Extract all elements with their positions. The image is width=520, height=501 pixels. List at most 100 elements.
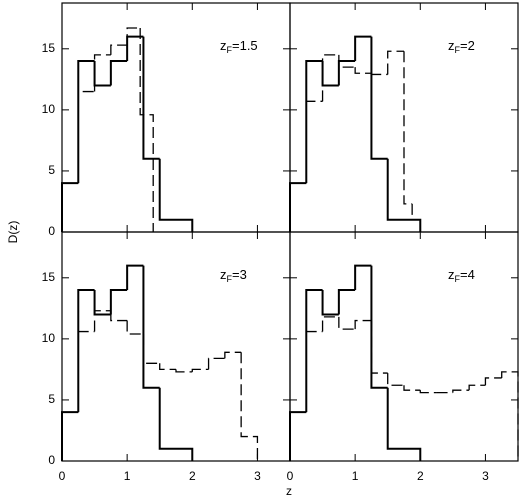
histogram-step [159, 363, 176, 371]
histogram-step [370, 73, 388, 76]
histogram-step [419, 390, 437, 394]
histogram-step [158, 387, 176, 450]
histogram-step [191, 368, 209, 372]
y-tick-label: 15 [42, 41, 56, 55]
x-tick-label: 1 [124, 469, 131, 483]
annotation-part: z [448, 38, 455, 53]
annotation-part: =2 [460, 38, 475, 53]
histogram-step [484, 377, 502, 386]
annotation-part: F [455, 274, 461, 284]
x-tick-label: 3 [254, 469, 261, 483]
histogram-step [77, 330, 95, 413]
y-tick-label: 15 [42, 270, 56, 284]
y-tick-label: 0 [48, 453, 55, 467]
annotation-part: z [220, 267, 227, 282]
panel-frame [289, 231, 519, 462]
y-axis-label: D(z) [6, 221, 20, 244]
histogram-step [289, 411, 307, 461]
y-tick-label: 10 [42, 331, 56, 345]
histogram-step [175, 369, 193, 373]
histogram-step [338, 316, 356, 330]
histogram-step [61, 411, 79, 461]
histogram-step [77, 60, 95, 184]
histogram-step [139, 28, 154, 232]
annotation-part: =3 [232, 267, 247, 282]
histogram-step [354, 264, 372, 291]
histogram-step [386, 387, 404, 450]
annotation-part: =4 [460, 267, 475, 282]
histogram-step [93, 61, 111, 87]
histogram-step [110, 310, 128, 322]
panel-annotation: zF=1.5 [220, 38, 258, 55]
histogram-step [452, 389, 470, 393]
histogram-step [337, 60, 356, 86]
histogram-step [93, 310, 111, 332]
panel-annotation: zF=2 [448, 38, 475, 55]
histogram-step [387, 373, 404, 386]
annotation-part: F [227, 274, 233, 284]
histogram-step [176, 447, 194, 461]
x-tick-label: 0 [287, 469, 294, 483]
histogram-step [403, 385, 421, 391]
x-tick-label: 2 [417, 469, 424, 483]
histogram-step [289, 182, 307, 232]
histogram-step [224, 351, 242, 359]
histogram-step [305, 100, 323, 184]
histogram-step [61, 411, 79, 461]
histogram-step [109, 60, 128, 86]
histogram-step [176, 218, 194, 232]
histogram-step [386, 158, 404, 221]
x-axis-label: z [286, 484, 292, 498]
histogram-step [77, 289, 95, 413]
y-tick-label: 5 [48, 163, 55, 177]
histogram-step [370, 36, 388, 160]
histogram-step [403, 51, 413, 205]
histogram-step [110, 44, 128, 55]
histogram-step [305, 330, 323, 413]
histogram-step [370, 320, 388, 374]
histogram-step [321, 290, 339, 316]
histogram-step [321, 61, 339, 87]
histogram-step [61, 182, 79, 232]
histogram-step [93, 54, 111, 92]
panel-frame [61, 2, 291, 233]
histogram-step [501, 371, 519, 461]
histogram-step [61, 182, 79, 232]
histogram-step [387, 50, 404, 75]
histogram-step [126, 320, 144, 335]
annotation-part: z [220, 38, 227, 53]
histogram-step [354, 319, 372, 330]
histogram-step [370, 265, 388, 389]
annotation-part: F [227, 45, 233, 55]
histogram-step [158, 158, 176, 221]
histogram-step [321, 54, 339, 102]
histogram-step [305, 289, 323, 413]
histogram-step [289, 182, 307, 232]
histogram-step [207, 357, 225, 370]
histogram-step [289, 411, 307, 461]
histogram-step [404, 447, 422, 461]
x-tick-label: 0 [59, 469, 66, 483]
histogram-step [337, 289, 356, 315]
panel-frame [61, 231, 291, 462]
histogram-step [142, 333, 160, 364]
y-tick-label: 0 [48, 224, 55, 238]
histogram-step [126, 35, 144, 62]
histogram-step [305, 60, 323, 184]
x-tick-label: 2 [189, 469, 196, 483]
histogram-step [411, 203, 421, 232]
histogram-step [240, 352, 259, 461]
panel-annotation: zF=4 [448, 267, 475, 284]
histogram-step [468, 384, 486, 391]
histogram-step [142, 265, 160, 389]
histogram-step [354, 67, 372, 74]
annotation-part: F [455, 45, 461, 55]
histogram-step [109, 289, 128, 315]
histogram-step [338, 54, 356, 68]
y-tick-label: 5 [48, 392, 55, 406]
panel-annotation: zF=3 [220, 267, 247, 284]
x-tick-label: 3 [482, 469, 489, 483]
histogram-step [77, 90, 95, 184]
annotation-part: z [448, 267, 455, 282]
